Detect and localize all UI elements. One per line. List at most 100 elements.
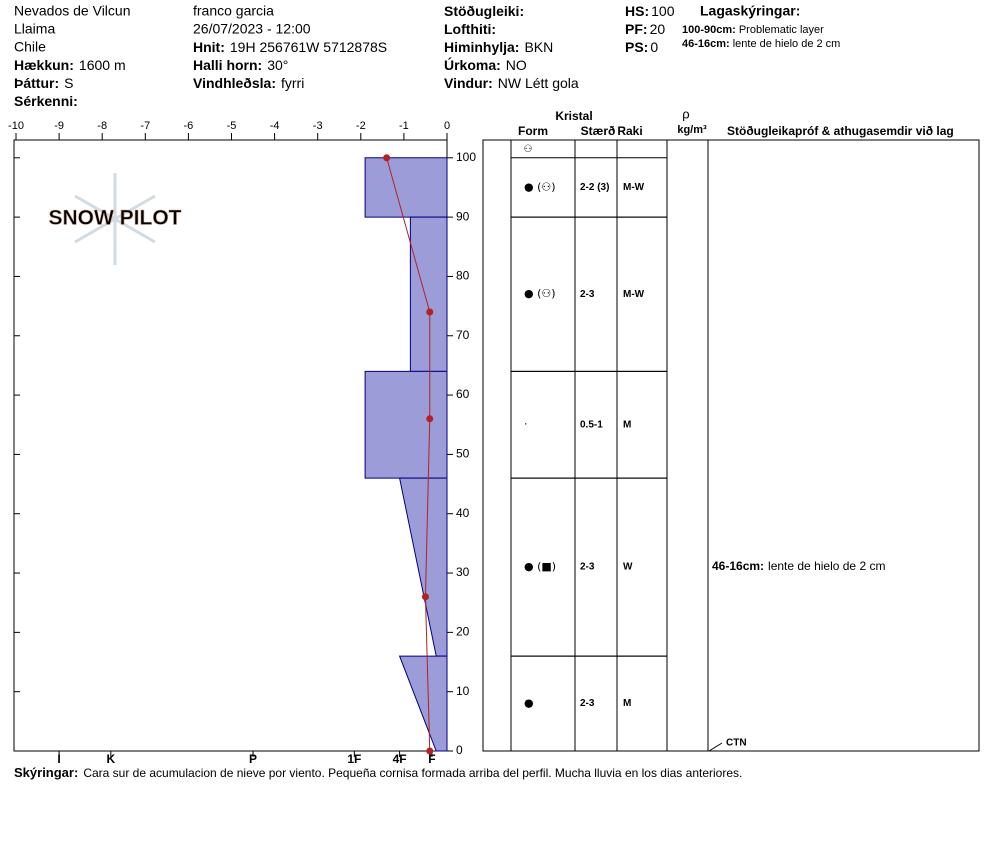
note-range: 46-16cm: xyxy=(682,38,730,50)
field-label: Sérkenni: xyxy=(14,93,78,109)
field-value: 30° xyxy=(267,57,288,73)
x-tick-label: -2 xyxy=(356,120,366,132)
header-field: Hnit: 19H 256761W 5712878S xyxy=(193,39,387,55)
header-field: PS: 0 xyxy=(625,39,658,55)
field-label: Hnit: xyxy=(193,39,225,55)
x-tick-label: -9 xyxy=(54,120,64,132)
x-tick-label: -4 xyxy=(270,120,280,132)
x-tick-label: -6 xyxy=(184,120,194,132)
table-header: Stærð xyxy=(581,124,616,138)
x-tick-label: 0 xyxy=(444,120,450,132)
notes-title: Lagaskýringar: xyxy=(700,3,800,19)
grain-form: ● (⚇) xyxy=(524,180,556,193)
table-columns xyxy=(510,140,709,751)
logo-text: SNOW PILOT xyxy=(49,207,182,230)
temperature-point xyxy=(426,747,434,755)
field-value: NW Létt gola xyxy=(498,75,579,91)
header-field: Halli horn: 30° xyxy=(193,57,288,73)
layer-hardness xyxy=(364,370,448,479)
field-value: 19H 256761W 5712878S xyxy=(230,39,387,55)
temperature-point xyxy=(426,308,434,316)
layer-hardness xyxy=(398,477,448,657)
hardness-label: I xyxy=(57,752,60,766)
moisture: M-W xyxy=(623,289,645,300)
field-value: 0 xyxy=(650,39,658,55)
header-text: 26/07/2023 - 12:00 xyxy=(193,21,311,37)
header-field: Þáttur: S xyxy=(14,75,73,91)
grain-size: 2-2 (3) xyxy=(580,182,609,193)
moisture: M-W xyxy=(623,182,645,193)
footer: Skýringar: Cara sur de acumulacion de nie… xyxy=(14,765,742,780)
test-arrow xyxy=(708,742,723,752)
note: 46-16cm: lente de hielo de 2 cm xyxy=(682,38,840,50)
moisture: M xyxy=(623,419,631,430)
field-value: S xyxy=(64,75,73,91)
grain-size: 0.5-1 xyxy=(580,419,603,430)
field-value: 100 xyxy=(651,3,675,19)
header-field: Vindur: NW Létt gola xyxy=(444,75,579,91)
header-text: franco garcia xyxy=(193,3,274,19)
header-field: Sérkenni: xyxy=(14,93,78,109)
density-unit: kg/m³ xyxy=(677,124,707,136)
x-tick-label: -8 xyxy=(97,120,107,132)
y-tick-label: 10 xyxy=(456,684,470,698)
grain-form: ● (⚇) xyxy=(524,287,556,300)
grain-size: 2-3 xyxy=(580,289,595,300)
field-label: Stöðugleiki: xyxy=(444,3,524,19)
field-value: NO xyxy=(506,57,527,73)
temperature-point xyxy=(383,154,391,162)
y-tick-label: 20 xyxy=(456,625,470,639)
header-field: Stöðugleiki: xyxy=(444,3,524,19)
field-value: 20 xyxy=(650,21,666,37)
y-tick-label: 50 xyxy=(456,447,470,461)
header-field: Úrkoma: NO xyxy=(444,56,527,73)
header-field: Vindhleðsla: fyrri xyxy=(193,75,304,91)
y-tick-label: 0 xyxy=(456,743,463,757)
field-value: 1600 m xyxy=(79,57,126,73)
header-text: Nevados de Vilcun xyxy=(14,3,130,19)
note-text: lente de hielo de 2 cm xyxy=(733,38,841,50)
table-frame xyxy=(482,139,980,752)
field-label: Þáttur: xyxy=(14,75,59,91)
field-label: Vindhleðsla: xyxy=(193,75,276,91)
comment-text: lente de hielo de 2 cm xyxy=(768,559,885,573)
hardness-label: F xyxy=(428,752,435,766)
field-label: Úrkoma: xyxy=(444,56,501,73)
layer-hardness xyxy=(364,157,448,218)
y-tick-label: 90 xyxy=(456,209,470,223)
table-header: Form xyxy=(518,124,548,138)
x-tick-label: -1 xyxy=(399,120,409,132)
y-tick-label: 30 xyxy=(456,565,470,579)
table-title: Kristal xyxy=(555,109,592,123)
note-range: 100-90cm: xyxy=(682,24,736,36)
field-label: Lofthiti: xyxy=(444,21,496,37)
test-result: CTN xyxy=(726,738,747,749)
density-symbol: ρ xyxy=(682,106,689,121)
tests-header: Stöðugleikapróf & athugasemdir við lag xyxy=(727,124,954,138)
y-tick-label: 80 xyxy=(456,269,470,283)
header-field: HS: 100 xyxy=(625,3,675,19)
moisture: M xyxy=(623,698,631,709)
footer-text: Cara sur de acumulacion de nieve por vie… xyxy=(83,766,742,780)
grain-form: ● xyxy=(524,697,534,710)
hardness-label: 4F xyxy=(393,752,407,766)
field-label: Halli horn: xyxy=(193,57,262,73)
field-value: BKN xyxy=(524,39,553,55)
hardness-label: 1F xyxy=(347,752,361,766)
y-tick-label: 70 xyxy=(456,328,470,342)
grain-size: 2-3 xyxy=(580,562,595,573)
y-tick-label: 40 xyxy=(456,506,470,520)
hardness-label: P xyxy=(249,752,257,766)
grain-size: 2-3 xyxy=(580,698,595,709)
note-text: Problematic layer xyxy=(739,24,824,36)
comment-range: 46-16cm: xyxy=(712,559,764,573)
layer-comment: 46-16cm: lente de hielo de 2 cm xyxy=(712,559,885,573)
grain-form: · xyxy=(524,418,528,431)
logo xyxy=(74,173,156,265)
header-field: PF: 20 xyxy=(625,21,665,37)
header-field: Himinhylja: BKN xyxy=(444,39,553,55)
header-text: Chile xyxy=(14,39,46,55)
layer-hardness xyxy=(398,655,448,752)
moisture: W xyxy=(623,562,633,573)
temperature-point xyxy=(421,593,429,601)
